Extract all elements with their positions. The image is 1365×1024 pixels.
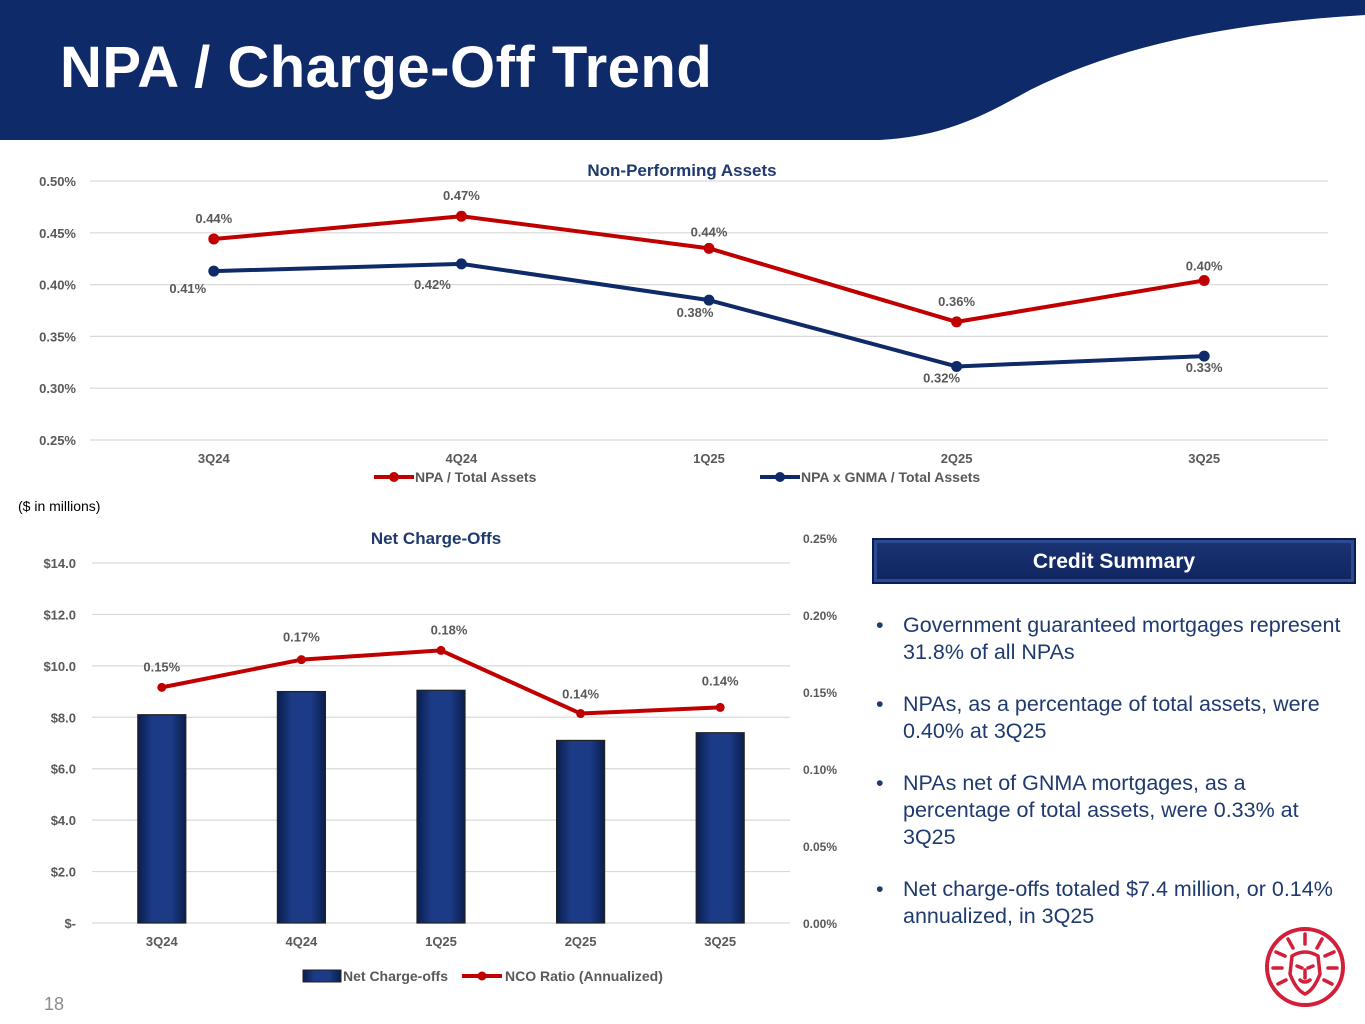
bullet-icon: • (876, 877, 884, 901)
bullet-icon: • (876, 613, 884, 637)
bullet-text: Government guaranteed mortgages represen… (903, 613, 1341, 664)
data-point (436, 645, 446, 655)
data-point (455, 210, 467, 222)
data-point (703, 294, 715, 306)
x-tick-label: 3Q24 (146, 934, 179, 949)
data-label: 0.32% (923, 370, 960, 385)
y-tick-label: 0.40% (39, 278, 76, 293)
legend-marker (477, 971, 487, 981)
page-title: NPA / Charge-Off Trend (60, 35, 713, 100)
y-tick-label: $6.0 (51, 762, 76, 777)
credit-summary-header: Credit Summary (872, 538, 1356, 584)
list-item: • NPAs net of GNMA mortgages, as a percen… (876, 770, 1356, 851)
nco-chart: Net Charge-Offs $14.0 $12.0 $10.0 $8.0 $6.0 $4… (43, 529, 837, 984)
y-tick-label: 0.25% (39, 433, 76, 448)
data-point (296, 655, 306, 665)
x-tick-label: 3Q25 (704, 934, 736, 949)
data-label: 0.44% (691, 224, 728, 239)
data-point (1198, 350, 1210, 362)
x-tick-label: 2Q25 (565, 934, 597, 949)
data-label: 0.14% (562, 687, 599, 702)
units-note: ($ in millions) (18, 498, 101, 514)
bullet-icon: • (876, 771, 884, 795)
y-tick-label: 0.30% (39, 381, 76, 396)
data-point (157, 682, 167, 692)
data-point (455, 258, 467, 270)
legend-label: NCO Ratio (Annualized) (505, 968, 663, 984)
legend-label: Net Charge-offs (343, 968, 448, 984)
y-tick-label: $10.0 (43, 659, 76, 674)
y-tick-label: $14.0 (43, 556, 76, 571)
legend-label: NPA / Total Assets (415, 469, 537, 485)
credit-summary-list: • Government guaranteed mortgages represe… (876, 612, 1356, 955)
y-tick-label: $2.0 (51, 865, 76, 880)
y2-tick-label: 0.20% (803, 609, 837, 623)
legend-swatch (302, 969, 342, 983)
bar (695, 732, 745, 924)
data-point (715, 702, 725, 712)
bar (276, 690, 326, 924)
x-tick-label: 1Q25 (425, 934, 457, 949)
bullet-text: Net charge-offs totaled $7.4 million, or… (903, 877, 1333, 928)
y-tick-label: $8.0 (51, 710, 76, 725)
data-label: 0.38% (677, 305, 714, 320)
y-tick-label: 0.45% (39, 226, 76, 241)
legend-label: NPA x GNMA / Total Assets (801, 469, 980, 485)
data-label: 0.17% (283, 630, 320, 645)
y-tick-label: $- (64, 916, 76, 931)
y2-tick-label: 0.25% (803, 532, 837, 546)
data-label: 0.36% (938, 294, 975, 309)
y-tick-label: 0.50% (39, 174, 76, 189)
list-item: • Government guaranteed mortgages represe… (876, 612, 1356, 666)
bar (416, 689, 466, 924)
x-tick-label: 1Q25 (693, 451, 725, 466)
data-label: 0.41% (169, 281, 206, 296)
bullet-text: NPAs, as a percentage of total assets, w… (903, 692, 1320, 743)
list-item: • Net charge-offs totaled $7.4 million, o… (876, 876, 1356, 930)
x-tick-label: 3Q24 (198, 451, 231, 466)
data-point (951, 360, 963, 372)
y-tick-label: $4.0 (51, 813, 76, 828)
legend-marker (775, 472, 785, 482)
data-label: 0.18% (431, 622, 468, 637)
data-label: 0.14% (702, 673, 739, 688)
page-number: 18 (44, 994, 65, 1014)
y2-tick-label: 0.15% (803, 686, 837, 700)
lion-head-icon (1265, 927, 1345, 1007)
data-label: 0.42% (414, 277, 451, 292)
data-label: 0.47% (443, 188, 480, 203)
bullet-text: NPAs net of GNMA mortgages, as a percent… (903, 771, 1299, 849)
x-tick-label: 3Q25 (1188, 451, 1220, 466)
data-point (576, 709, 586, 719)
legend-marker (389, 472, 399, 482)
y2-tick-label: 0.10% (803, 763, 837, 777)
x-tick-label: 4Q24 (285, 934, 318, 949)
npa-chart: Non-Performing Assets 0.50% 0.45% 0.40% 0.35… (39, 161, 1328, 485)
y2-tick-label: 0.05% (803, 840, 837, 854)
data-label: 0.33% (1186, 360, 1223, 375)
credit-summary-title: Credit Summary (1032, 550, 1196, 573)
y2-tick-label: 0.00% (803, 917, 837, 931)
data-label: 0.15% (143, 659, 180, 674)
data-label: 0.40% (1186, 258, 1223, 273)
y-tick-label: 0.35% (39, 329, 76, 344)
list-item: • NPAs, as a percentage of total assets, … (876, 691, 1356, 745)
data-point (1198, 274, 1210, 286)
x-tick-label: 4Q24 (445, 451, 478, 466)
nco-chart-title: Net Charge-Offs (371, 529, 501, 548)
data-point (208, 233, 220, 245)
data-point (208, 265, 220, 277)
title-banner (0, 0, 1365, 140)
bar (555, 739, 606, 924)
data-point (703, 242, 715, 254)
x-tick-label: 2Q25 (941, 451, 973, 466)
bullet-icon: • (876, 692, 884, 716)
y-tick-label: $12.0 (43, 607, 76, 622)
bar (137, 714, 187, 924)
data-label: 0.44% (195, 211, 232, 226)
npa-chart-title: Non-Performing Assets (587, 161, 776, 180)
data-point (951, 316, 963, 328)
